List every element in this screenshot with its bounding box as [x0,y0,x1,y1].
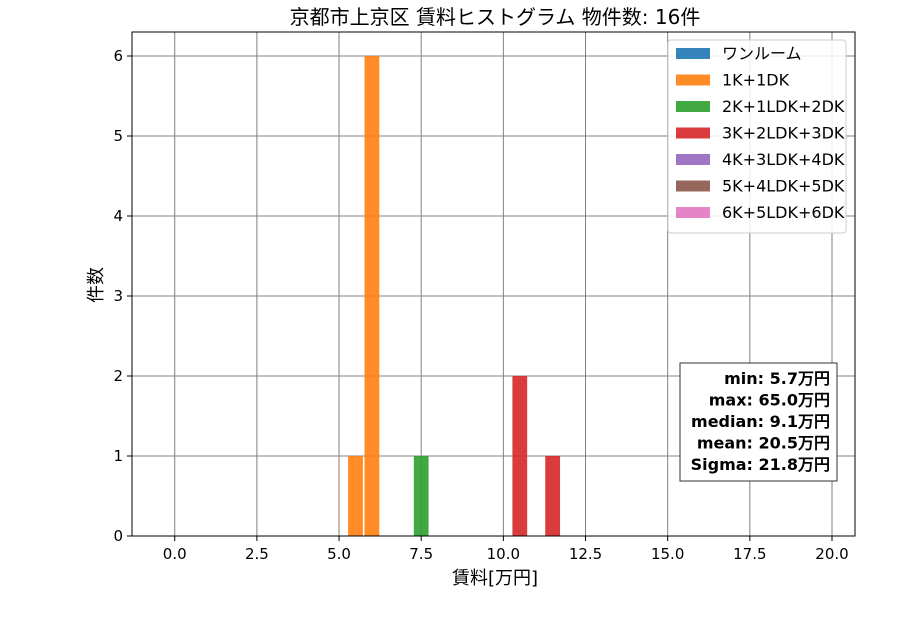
legend-label: 5K+4LDK+5DK [722,177,845,196]
legend: ワンルーム 1K+1DK 2K+1LDK+2DK 3K+2LDK+3DK 4K+3LDK… [667,39,847,234]
legend-swatch [676,101,710,112]
legend-label: 6K+5LDK+6DK [722,203,845,222]
y-tick-layer: 0 1 2 3 4 5 6 [113,47,132,545]
histogram-bar [512,376,528,536]
legend-swatch [676,48,710,59]
stats-line: median: 9.1万円 [691,412,830,431]
histogram-bar [545,456,561,536]
y-tick-label: 6 [113,47,123,65]
x-axis-label: 賃料[万円] [452,568,538,589]
stats-line: Sigma: 21.8万円 [691,455,830,474]
x-tick-label: 17.5 [733,545,766,563]
stats-box: min: 5.7万円 max: 65.0万円 median: 9.1万円 mean: … [679,362,838,482]
bar-layer [348,56,561,536]
stats-line: mean: 20.5万円 [697,434,830,453]
y-tick-label: 3 [113,287,123,305]
legend-swatch [676,180,710,192]
y-axis-label: 件数 [86,267,107,303]
legend-swatch [676,127,710,139]
legend-swatch [676,154,710,165]
x-tick-label: 10.0 [487,545,520,563]
histogram-bar [413,456,429,536]
legend-label: 1K+1DK [722,71,790,90]
stats-line: max: 65.0万円 [709,391,830,410]
legend-label: ワンルーム [722,44,802,63]
chart-title: 京都市上京区 賃料ヒストグラム 物件数: 16件 [290,5,701,29]
histogram-bar [364,56,380,536]
x-tick-label: 0.0 [163,545,187,563]
stats-frame [679,362,838,482]
x-tick-label: 12.5 [569,545,602,563]
legend-swatch [676,207,710,218]
x-tick-label: 15.0 [651,545,684,563]
y-tick-label: 0 [113,527,123,545]
x-tick-label: 7.5 [409,545,433,563]
legend-frame [667,39,847,234]
x-tick-label: 2.5 [245,545,269,563]
legend-label: 2K+1LDK+2DK [722,97,845,116]
legend-label: 4K+3LDK+4DK [722,150,845,169]
x-tick-label: 20.0 [815,545,848,563]
plot-area-border [131,31,856,537]
legend-swatch [676,74,710,86]
y-tick-label: 1 [113,447,123,465]
y-tick-label: 4 [113,207,123,225]
x-tick-label: 5.0 [327,545,351,563]
legend-label: 3K+2LDK+3DK [722,124,845,143]
histogram-bar [348,456,363,536]
x-tick-layer: 0.0 2.5 5.0 7.5 10.0 12.5 15.0 17.5 20.0 [163,536,849,563]
y-tick-label: 2 [113,367,123,385]
y-tick-label: 5 [113,127,123,145]
stats-line: min: 5.7万円 [724,369,830,388]
